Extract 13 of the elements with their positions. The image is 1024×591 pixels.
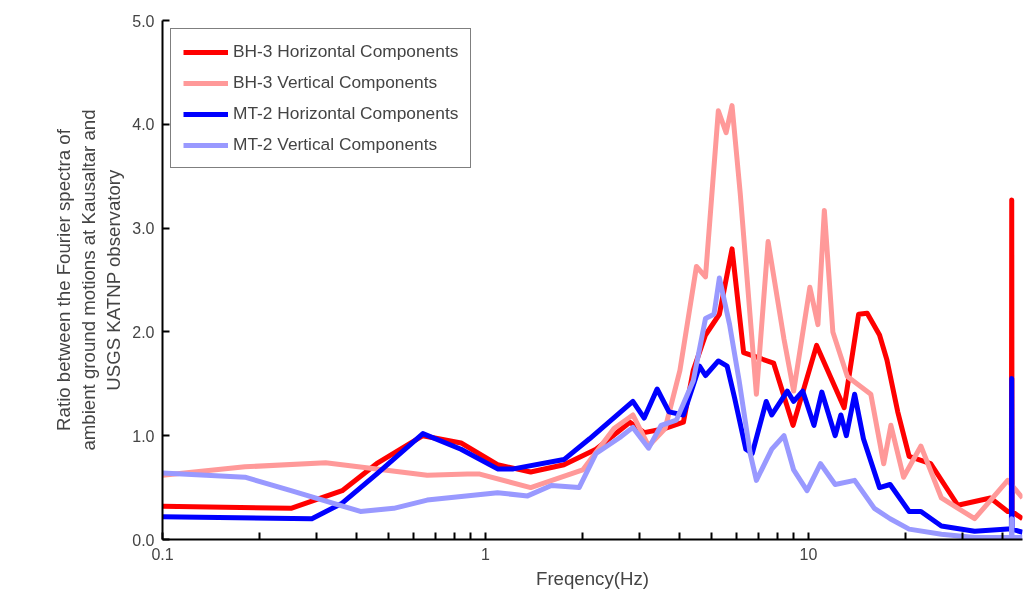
legend-label: MT-2 Horizontal Components [233, 103, 459, 124]
x-tick-label: 1 [481, 545, 491, 563]
y-tick-label: 3.0 [132, 220, 155, 238]
x-axis-title: Freqency(Hz) [536, 567, 649, 589]
legend-label: BH-3 Horizontal Components [233, 41, 459, 62]
legend-label: BH-3 Vertical Components [233, 72, 438, 93]
legend-label: MT-2 Vertical Components [233, 134, 438, 155]
y-tick-label: 1.0 [132, 427, 155, 445]
x-tick-label: 10 [799, 545, 818, 563]
y-tick-label: 4.0 [132, 116, 155, 134]
y-axis-title: Ratio between the Fourier spectra of ambient ground motions at Kausaltar and USGS KATNP observatory [52, 109, 125, 451]
y-tick-label: 2.0 [132, 323, 155, 341]
y-tick-label: 5.0 [132, 12, 155, 30]
